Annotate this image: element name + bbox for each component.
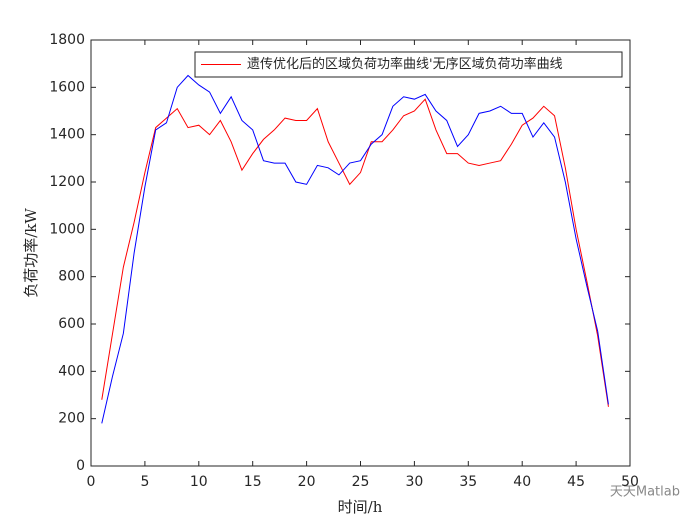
x-tick-label: 15 bbox=[244, 474, 262, 490]
y-tick-label: 400 bbox=[58, 363, 85, 379]
y-axis-label: 负荷功率/kW bbox=[22, 208, 40, 298]
x-tick-label: 50 bbox=[621, 474, 639, 490]
y-tick-label: 200 bbox=[58, 411, 85, 427]
y-tick-label: 800 bbox=[58, 269, 85, 285]
y-tick-label: 600 bbox=[58, 316, 85, 332]
x-tick-label: 0 bbox=[87, 474, 96, 490]
plot-area bbox=[90, 39, 631, 467]
y-tick-label: 1800 bbox=[49, 32, 85, 48]
x-tick-label: 25 bbox=[352, 474, 370, 490]
x-tick-label: 40 bbox=[513, 474, 531, 490]
series-line bbox=[101, 98, 609, 407]
x-tick-label: 20 bbox=[298, 474, 316, 490]
y-tick-label: 1400 bbox=[49, 127, 85, 143]
y-tick-label: 0 bbox=[76, 458, 85, 474]
x-axis-label: 时间/h bbox=[338, 498, 383, 516]
y-tick-label: 1600 bbox=[49, 79, 85, 95]
legend-box bbox=[194, 51, 623, 78]
x-tick-label: 10 bbox=[190, 474, 208, 490]
y-tick-label: 1200 bbox=[49, 174, 85, 190]
x-tick-label: 5 bbox=[140, 474, 149, 490]
y-tick-label: 1000 bbox=[49, 221, 85, 237]
x-tick-label: 30 bbox=[405, 474, 423, 490]
x-tick-label: 35 bbox=[459, 474, 477, 490]
legend-label: 遗传优化后的区域负荷功率曲线'无序区域负荷功率曲线 bbox=[247, 56, 563, 72]
watermark: 天天Matlab bbox=[610, 485, 680, 500]
series-line bbox=[101, 74, 609, 424]
x-tick-label: 45 bbox=[567, 474, 585, 490]
